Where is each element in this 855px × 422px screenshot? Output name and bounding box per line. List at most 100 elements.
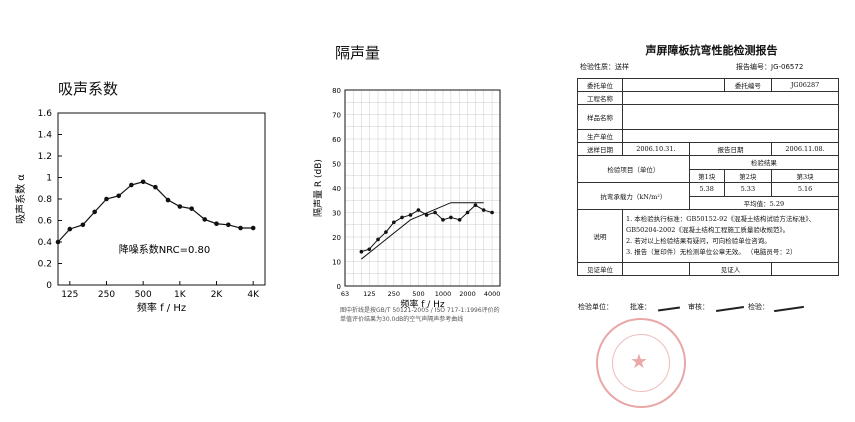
insulation-y-tick-label: 30	[332, 210, 341, 218]
absorption-y-tick-label: 1.2	[38, 152, 52, 162]
absorption-x-tick-label: 125	[61, 290, 78, 300]
insulation-y-tick-label: 10	[332, 259, 341, 267]
absorption-point	[189, 206, 194, 211]
insulation-point	[416, 208, 421, 212]
report-table: 委托单位 委托编号 JG06287 工程名称 样品名称 生产单位 送样日期 20…	[577, 78, 840, 276]
block-1-header: 第1块	[688, 168, 725, 183]
insulation-point	[449, 215, 453, 220]
absorption-x-tick-label: 4K	[247, 290, 260, 300]
insulation-point	[457, 218, 462, 222]
insulation-point	[424, 213, 429, 217]
absorption-y-tick-label: 0.6	[38, 217, 53, 227]
insulation-y-tick-label: 20	[332, 234, 341, 242]
absorption-plot-frame	[57, 112, 266, 286]
absorption-y-tick-label: 1	[46, 174, 52, 184]
absorption-x-label: 频率 f / Hz	[137, 301, 186, 314]
maker-label: 生产单位	[577, 129, 623, 143]
project-value	[622, 91, 839, 105]
block-3-header: 第3块	[771, 168, 839, 183]
absorption-chart: 0 0.2 0.4 0.6 0.8 1 1.2 1.4 1.6 125 250 500 1K 2K 4K 频率…	[14, 109, 266, 314]
absorption-point	[92, 209, 97, 215]
client-label: 委托单位	[577, 78, 623, 92]
report-date-value: 2006.11.08.	[771, 142, 839, 156]
insulation-y-label: 隔声量 R (dB)	[312, 159, 324, 217]
insulation-note-line-2: 单值评价结果为30.0dB的空气声隔声参考曲线	[340, 316, 464, 323]
reference-curve	[361, 202, 484, 260]
maker-value	[622, 129, 839, 143]
insulation-plot-frame	[344, 89, 501, 287]
insulation-point	[490, 210, 494, 215]
insulation-point	[441, 218, 445, 222]
insulation-y-tick-label: 0	[337, 283, 341, 291]
report-number: 报告编号：JG-06572	[736, 63, 804, 71]
absorption-y-tick-label: 0.8	[38, 195, 53, 205]
absorption-chart-panel: 吸声系数 0 0.2 0.4 0.6 0.8 1 1.2 1.4 1.6 125 250 500 1K 2…	[0, 0, 300, 418]
inspect-label: 检验：	[748, 303, 769, 311]
absorption-point	[140, 179, 146, 185]
insulation-point	[473, 203, 478, 207]
insulation-y-tick-label: 80	[332, 87, 341, 95]
absorption-point	[153, 184, 158, 190]
insulation-x-label: 频率 f / Hz	[400, 298, 445, 310]
absorption-point	[177, 204, 183, 209]
result-label: 检验结果	[688, 155, 840, 170]
absorption-point	[202, 217, 208, 222]
insulation-point	[433, 210, 437, 215]
bearing-value-3: 5.16	[771, 182, 839, 197]
absorption-x-tick-label: 2K	[211, 290, 224, 300]
remark-line-1: 1. 本检验执行标准：GB50152-92《混凝土结构试验方法标准》、	[626, 215, 816, 223]
absorption-point	[55, 239, 61, 245]
insulation-x-tick-label: 125	[363, 290, 375, 298]
absorption-x-tick-label: 250	[98, 290, 115, 300]
insulation-x-tick-label: 1000	[435, 290, 452, 298]
absorption-point	[67, 226, 73, 232]
absorption-y-tick-label: 0	[46, 281, 52, 291]
client-no-value: JG06287	[771, 78, 839, 92]
insulation-chart-title: 隔声量	[335, 44, 381, 62]
auditor-signature	[715, 306, 745, 312]
report-title: 声屏障板抗弯性能检测报告	[645, 44, 778, 57]
bearing-value-1: 5.38	[688, 182, 725, 197]
absorption-x-tick-label: 500	[135, 290, 152, 300]
insulation-chart: 0 10 20 30 40 50 60 70 80 63 125 250 500 1000 2000 4000…	[312, 87, 501, 310]
absorption-y-label: 吸声系数 α	[14, 174, 27, 224]
insulation-point	[400, 215, 404, 220]
insulation-x-tick-label: 4000	[484, 290, 501, 298]
absorption-point	[226, 222, 231, 228]
absorption-y-tick-label: 0.2	[38, 260, 52, 270]
witness-unit-label: 见证单位	[577, 262, 623, 276]
nrc-annotation: 降噪系数NRC=0.80	[119, 243, 211, 256]
remark-label: 说明	[577, 209, 623, 263]
absorption-line	[57, 181, 254, 243]
insulation-x-tick-label: 63	[341, 290, 349, 298]
absorption-y-tick-label: 1.4	[38, 131, 53, 141]
insulation-x-tick-label: 2000	[459, 290, 476, 298]
inspection-unit-label: 检验单位：	[578, 303, 613, 311]
witness-person-label: 见证人	[688, 262, 773, 276]
remark-line-4: 3. 报告（复印件）无检测单位公章无效。 （电脑员号：2）	[626, 248, 797, 256]
insulation-point	[465, 210, 470, 215]
insulation-y-tick-label: 50	[332, 161, 341, 169]
absorption-x-tick-label: 1K	[174, 290, 187, 300]
client-no-label: 委托编号	[723, 78, 773, 92]
inspector-signature	[774, 305, 804, 313]
block-2-header: 第2块	[723, 168, 773, 183]
client-value	[622, 78, 725, 92]
bearing-label: 抗弯承载力（kN/m²）	[577, 182, 690, 210]
insulation-x-tick-label: 500	[412, 290, 424, 298]
absorption-point	[238, 225, 243, 231]
approve-label: 批准：	[630, 303, 651, 311]
insulation-point	[481, 208, 486, 212]
insulation-point	[384, 230, 388, 234]
bearing-average: 平均值：5.29	[688, 195, 840, 210]
insulation-point	[376, 237, 380, 242]
absorption-point	[116, 193, 122, 199]
absorption-point	[104, 196, 109, 202]
report-date-label: 报告日期	[688, 142, 773, 156]
insulation-y-tick-label: 60	[332, 136, 341, 144]
insulation-chart-panel: 隔声量 0 10 20 30 40 50 60 70 80 63 125 250 500 1000 2000…	[300, 0, 565, 418]
insulation-point	[367, 247, 372, 252]
report-inspection-type: 检验性质：送样	[580, 63, 629, 71]
remark-line-3: 2. 若对以上检验结果有疑问，可向检验单位咨询。	[626, 237, 771, 245]
insulation-point	[408, 213, 413, 217]
